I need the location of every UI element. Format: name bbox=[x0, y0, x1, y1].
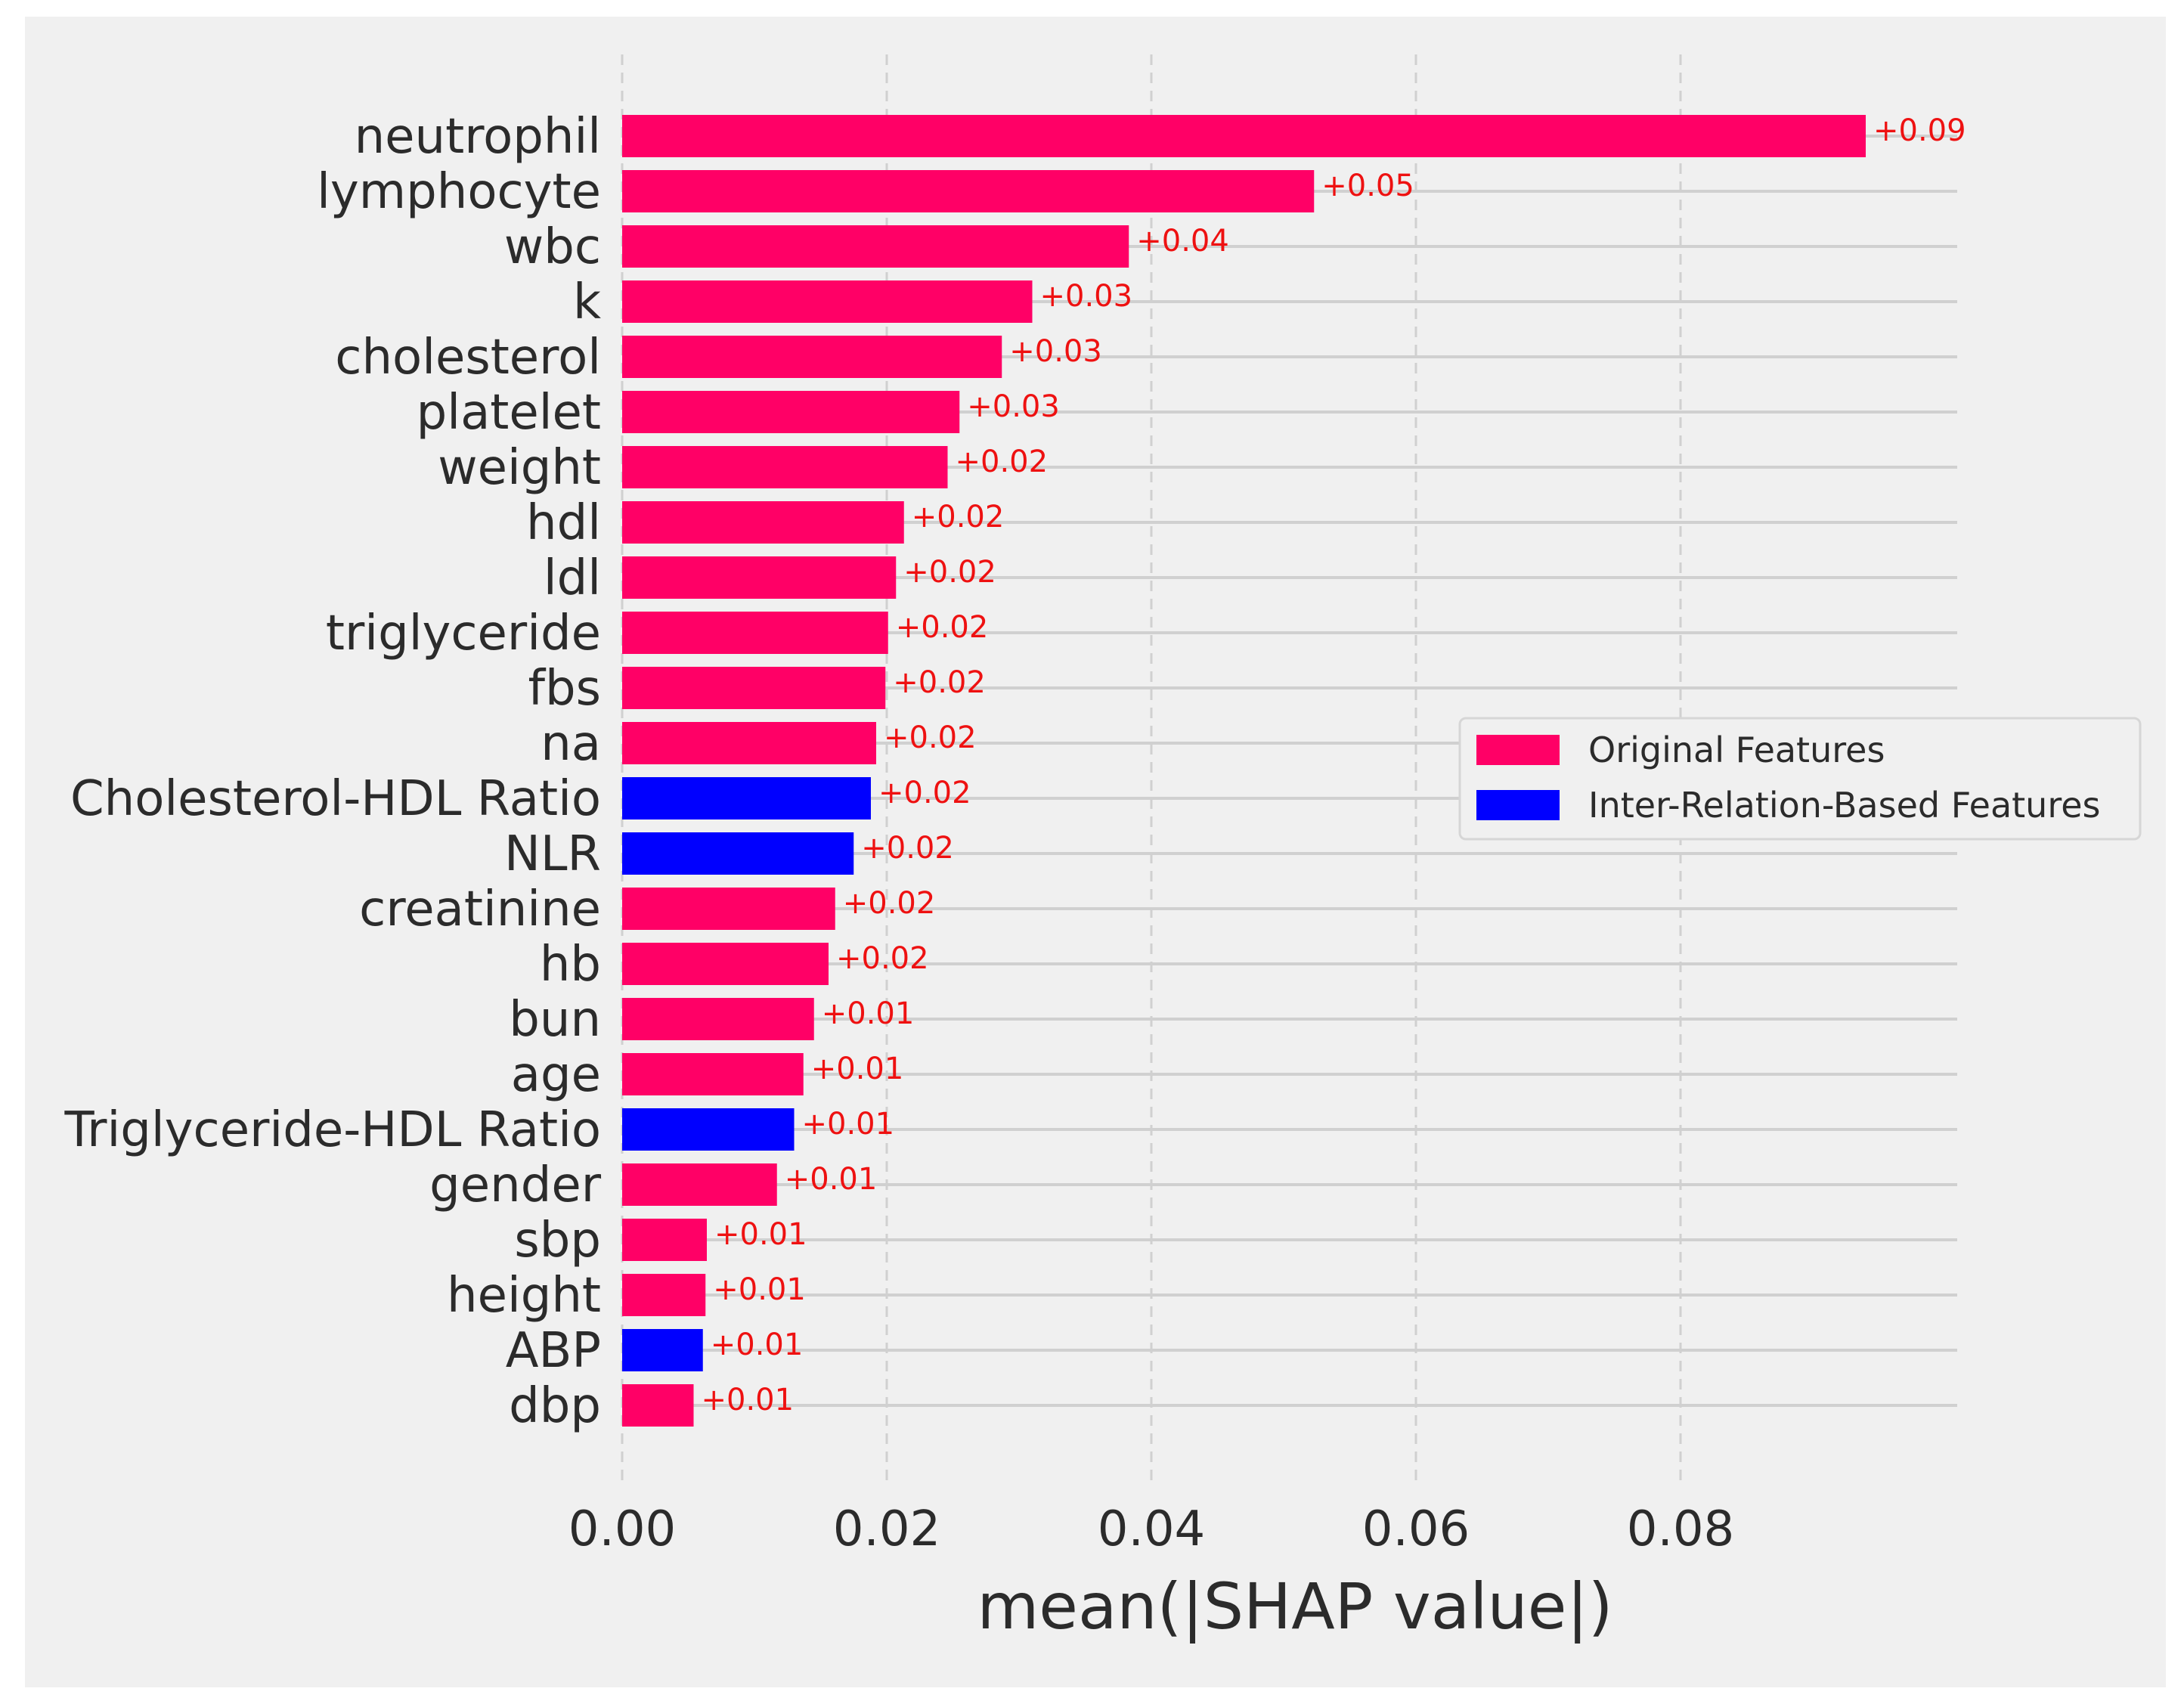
legend-swatch-inter-relation bbox=[1476, 790, 1560, 820]
value-label: +0.02 bbox=[884, 720, 977, 755]
feature-label: Triglyceride-HDL Ratio bbox=[64, 1102, 601, 1158]
feature-label: height bbox=[447, 1268, 601, 1324]
feature-label: hb bbox=[540, 937, 601, 993]
value-label: +0.05 bbox=[1321, 169, 1414, 203]
legend-label: Original Features bbox=[1588, 730, 1885, 770]
feature-label: triglyceride bbox=[326, 606, 601, 661]
bar-neutrophil bbox=[622, 115, 1866, 157]
chart-frame: neutrophil +0.09 lymphocyte +0.05 wbc +0.04 k +… bbox=[25, 17, 2166, 1687]
value-label: +0.01 bbox=[802, 1107, 895, 1142]
x-tick-label: 0.06 bbox=[1362, 1501, 1470, 1557]
x-tick-label: 0.04 bbox=[1098, 1501, 1206, 1557]
feature-label: ldl bbox=[544, 550, 601, 606]
feature-label: gender bbox=[429, 1157, 602, 1213]
bar-layer bbox=[622, 115, 1866, 1427]
value-label: +0.02 bbox=[878, 776, 971, 810]
bar-triglyceride-hdl-ratio bbox=[622, 1108, 795, 1151]
x-axis: 0.00 0.02 0.04 0.06 0.08 bbox=[568, 1501, 1735, 1557]
value-label: +0.02 bbox=[903, 555, 996, 590]
shap-bar-chart: neutrophil +0.09 lymphocyte +0.05 wbc +0.04 k +… bbox=[64, 54, 2142, 1644]
bar-fbs bbox=[622, 667, 886, 709]
bar-lymphocyte bbox=[622, 170, 1315, 212]
feature-label: NLR bbox=[504, 826, 601, 882]
value-label: +0.04 bbox=[1136, 224, 1229, 259]
bar-gender bbox=[622, 1163, 777, 1206]
bar-weight bbox=[622, 446, 948, 488]
value-label: +0.02 bbox=[912, 500, 1005, 534]
bar-height bbox=[622, 1274, 706, 1316]
bar-cholesterol-hdl-ratio bbox=[622, 777, 871, 819]
value-label: +0.01 bbox=[811, 1052, 904, 1086]
value-label: +0.02 bbox=[861, 831, 954, 866]
value-label: +0.01 bbox=[785, 1162, 878, 1197]
feature-label: na bbox=[541, 716, 601, 772]
bar-platelet bbox=[622, 391, 960, 433]
feature-label: bun bbox=[509, 992, 601, 1048]
feature-label: neutrophil bbox=[355, 109, 601, 165]
value-label: +0.02 bbox=[896, 610, 989, 645]
value-label: +0.01 bbox=[702, 1383, 795, 1417]
feature-label: hdl bbox=[526, 495, 601, 551]
value-label: +0.01 bbox=[711, 1328, 804, 1362]
bar-ldl bbox=[622, 556, 897, 599]
bar-hb bbox=[622, 943, 829, 985]
value-label: +0.01 bbox=[822, 996, 915, 1031]
feature-label: wbc bbox=[504, 219, 601, 275]
legend-swatch-original bbox=[1476, 735, 1560, 765]
bar-cholesterol bbox=[622, 336, 1002, 378]
feature-label: Cholesterol-HDL Ratio bbox=[70, 771, 601, 827]
legend-label: Inter-Relation-Based Features bbox=[1588, 785, 2101, 826]
bar-bun bbox=[622, 998, 814, 1040]
bar-triglyceride bbox=[622, 612, 888, 654]
feature-label: cholesterol bbox=[335, 330, 601, 386]
feature-label: k bbox=[573, 274, 601, 330]
bar-dbp bbox=[622, 1384, 694, 1427]
legend: Original Features Inter-Relation-Based Fe… bbox=[1458, 717, 2142, 841]
feature-label: platelet bbox=[417, 385, 601, 441]
value-label: +0.03 bbox=[1040, 279, 1133, 314]
x-tick-label: 0.00 bbox=[568, 1501, 677, 1557]
bar-wbc bbox=[622, 225, 1129, 268]
x-tick-label: 0.08 bbox=[1627, 1501, 1735, 1557]
value-label: +0.02 bbox=[956, 445, 1049, 479]
legend-frame bbox=[1458, 717, 2142, 841]
value-label: +0.03 bbox=[1009, 334, 1102, 369]
label-layer: neutrophil +0.09 lymphocyte +0.05 wbc +0.04 k +… bbox=[64, 109, 1966, 1434]
x-axis-title: mean(|SHAP value|) bbox=[977, 1569, 1612, 1644]
value-label: +0.01 bbox=[713, 1272, 806, 1307]
bar-k bbox=[622, 280, 1033, 323]
value-label: +0.02 bbox=[843, 886, 936, 921]
value-label: +0.03 bbox=[967, 389, 1060, 424]
bar-age bbox=[622, 1053, 804, 1095]
bar-sbp bbox=[622, 1219, 707, 1261]
feature-label: weight bbox=[438, 440, 601, 496]
feature-label: lymphocyte bbox=[317, 164, 601, 220]
bar-hdl bbox=[622, 501, 904, 544]
value-label: +0.02 bbox=[836, 941, 929, 976]
bar-na bbox=[622, 722, 876, 764]
x-tick-label: 0.02 bbox=[833, 1501, 941, 1557]
feature-label: sbp bbox=[514, 1213, 601, 1269]
feature-label: creatinine bbox=[359, 881, 601, 937]
feature-label: fbs bbox=[528, 661, 602, 717]
value-label: +0.09 bbox=[1873, 113, 1966, 148]
feature-label: ABP bbox=[506, 1323, 601, 1379]
value-label: +0.01 bbox=[714, 1217, 807, 1252]
feature-label: dbp bbox=[509, 1378, 601, 1434]
bar-nlr bbox=[622, 832, 854, 875]
feature-label: age bbox=[511, 1047, 601, 1103]
bar-creatinine bbox=[622, 888, 835, 930]
bar-abp bbox=[622, 1329, 703, 1371]
value-label: +0.02 bbox=[893, 665, 986, 700]
